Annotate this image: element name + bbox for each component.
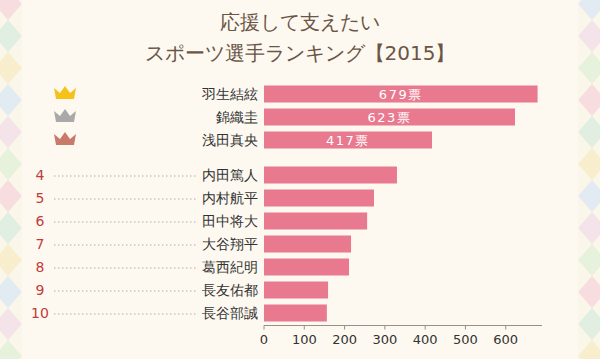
crown [54, 132, 76, 145]
diamond [578, 0, 600, 20]
bar [264, 86, 538, 103]
tick-label: 500 [453, 332, 478, 347]
diamond [578, 148, 600, 180]
axis-line [264, 325, 542, 326]
category-label: 内田篤人 [202, 167, 258, 183]
rank-label: 7 [36, 236, 45, 252]
leader-dots [54, 314, 197, 315]
diamond [578, 52, 600, 84]
crown [54, 109, 76, 122]
panel [22, 0, 578, 359]
diamond [0, 0, 22, 20]
background [0, 0, 600, 359]
rank-label: 4 [36, 167, 45, 183]
tick [505, 326, 506, 330]
bar [264, 213, 367, 230]
labels: 羽生結絃 679票錦織圭 623票浅田真央 417票内田篤人 4 内村航平 5 田中将大 6 大谷… [31, 86, 423, 321]
bar [264, 190, 374, 207]
category-label: 大谷翔平 [202, 236, 258, 252]
rank-label: 6 [36, 213, 45, 229]
diamond [0, 180, 22, 212]
data-label: 417票 [326, 133, 370, 148]
diamond [578, 212, 600, 244]
subtitle: スポーツ選手ランキング【2015】 [145, 41, 456, 65]
side-decoration [0, 0, 600, 359]
x-axis: 0 100 200 300 400 500 600 [260, 326, 542, 347]
category-label: 羽生結絃 [201, 86, 258, 102]
bar [264, 236, 351, 253]
category-label: 長友佑都 [202, 282, 258, 298]
bar [264, 305, 327, 322]
leader-dots [54, 176, 197, 177]
tick-label: 100 [292, 332, 317, 347]
category-label: 内村航平 [202, 190, 258, 206]
diamond [578, 340, 600, 359]
tick [344, 326, 345, 330]
data-label: 623票 [368, 110, 412, 125]
rank-label: 5 [36, 190, 45, 206]
category-label: 葛西紀明 [202, 259, 258, 275]
tick-label: 400 [413, 332, 438, 347]
tick-label: 600 [493, 332, 518, 347]
leader-dots [54, 268, 197, 269]
diamond [578, 180, 600, 212]
rank-label: 9 [36, 282, 45, 298]
category-label: 錦織圭 [216, 109, 258, 125]
rank-label: 10 [31, 305, 49, 321]
diamond [0, 212, 22, 244]
diamond [0, 308, 22, 340]
diamond [0, 244, 22, 276]
diamond [0, 20, 22, 52]
diamond [578, 84, 600, 116]
leader-dots [54, 199, 197, 200]
tick [304, 326, 305, 330]
diamond [0, 84, 22, 116]
tick [384, 326, 385, 330]
category-label: 浅田真央 [202, 132, 258, 148]
bar [264, 167, 397, 184]
tick-label: 200 [332, 332, 357, 347]
diamond [0, 52, 22, 84]
crown [54, 86, 76, 99]
rank-label: 8 [36, 259, 45, 275]
tick-label: 0 [260, 332, 268, 347]
diamond [0, 116, 22, 148]
bar [264, 109, 515, 126]
diamond [578, 20, 600, 52]
diamond [578, 116, 600, 148]
diamond [0, 148, 22, 180]
diamond [578, 308, 600, 340]
tick [465, 326, 466, 330]
diamond [0, 340, 22, 359]
category-label: 長谷部誠 [202, 305, 258, 321]
data-label: 679票 [379, 87, 423, 102]
tick [264, 326, 265, 330]
chart-svg: 応援して支えたいスポーツ選手ランキング【2015】羽生結絃 679票錦織圭 623票… [0, 0, 600, 359]
leader-dots [54, 222, 197, 223]
bar [264, 132, 432, 149]
bar [264, 259, 349, 276]
diamond [578, 276, 600, 308]
tick [425, 326, 426, 330]
chart-wrap: 応援して支えたいスポーツ選手ランキング【2015】羽生結絃 679票錦織圭 623票… [0, 0, 600, 359]
title: 応援して支えたい [220, 10, 380, 34]
leader-dots [54, 291, 197, 292]
diamond [578, 244, 600, 276]
leader-dots [54, 245, 197, 246]
tick-label: 300 [372, 332, 397, 347]
diamond [0, 276, 22, 308]
bars [264, 86, 538, 322]
category-label: 田中将大 [202, 213, 258, 229]
bar [264, 282, 328, 299]
